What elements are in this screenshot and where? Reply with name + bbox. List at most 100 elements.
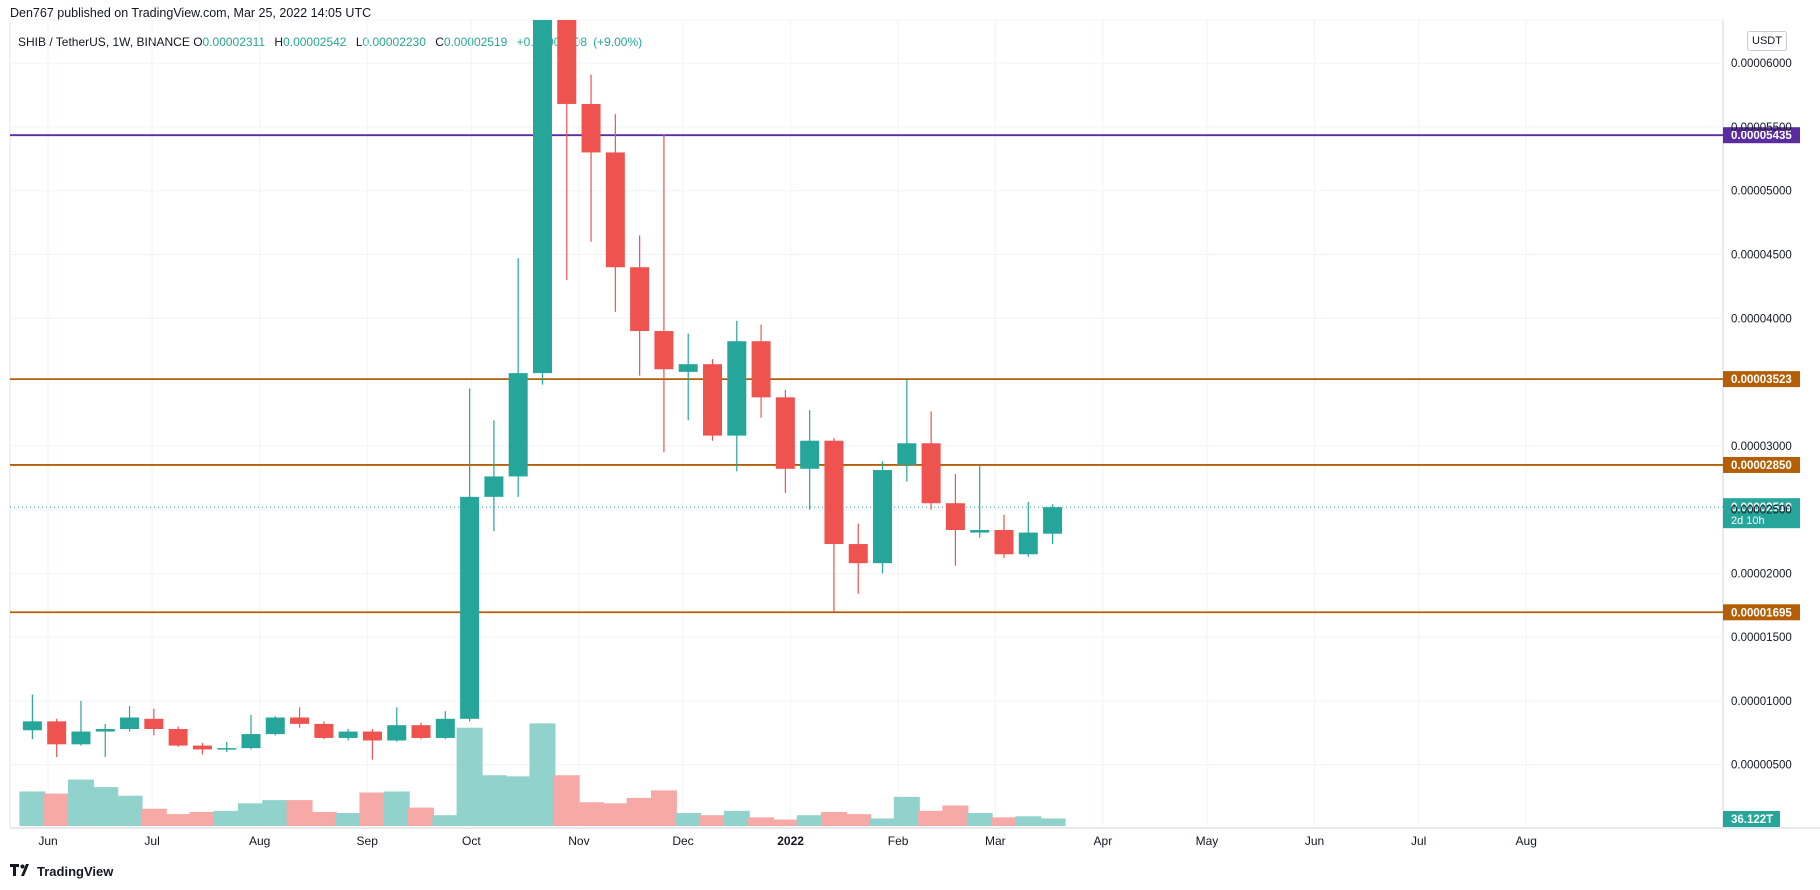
volume-value-label: 36.122T (1731, 814, 1773, 826)
candle-body (873, 470, 893, 564)
candle-body (22, 721, 42, 731)
candle-body (362, 731, 382, 741)
volume-bar (650, 790, 677, 826)
candle-body (168, 729, 188, 746)
price-tick-label: 0.00000500 (1731, 760, 1792, 772)
candle-body (435, 718, 455, 738)
volume-bar (869, 818, 896, 826)
volume-bar (845, 814, 872, 826)
candle-body (217, 748, 237, 750)
volume-bar (43, 793, 70, 826)
volume-bar (92, 787, 119, 826)
candle-body (824, 440, 844, 545)
time-tick-label: Sep (357, 834, 379, 848)
volume-bar (165, 814, 192, 826)
candle-body (1043, 507, 1063, 534)
low-value: 0.00002230 (362, 35, 426, 49)
volume-bars (19, 723, 1066, 826)
candle-body (630, 267, 650, 332)
price-tick-label: 0.00001000 (1731, 696, 1792, 708)
footer-brand[interactable]: TradingView (37, 864, 114, 879)
candle-body (848, 544, 868, 564)
current-price-badge (1723, 498, 1800, 529)
volume-bar (1015, 816, 1042, 826)
level-price-badge (1723, 456, 1800, 473)
change-value: +0.00000208 (516, 35, 588, 49)
volume-bar (286, 800, 313, 826)
level-price-label: 0.00005435 (1731, 130, 1792, 142)
time-tick-label: Jul (144, 834, 159, 848)
level-price-badge (1723, 127, 1800, 144)
price-tick-label: 0.00005500 (1731, 122, 1792, 134)
candle-body (994, 530, 1014, 555)
volume-bar (820, 811, 847, 826)
volume-bar (19, 791, 46, 826)
candle-body (581, 103, 601, 153)
candle-body (314, 723, 334, 738)
volume-bar (116, 795, 143, 826)
volume-bar (578, 802, 605, 826)
level-price-label: 0.00002850 (1731, 460, 1792, 472)
time-tick-label: Jun (38, 834, 57, 848)
candle-body (727, 341, 747, 436)
volume-bar (262, 800, 289, 826)
candle-body (338, 731, 358, 738)
time-tick-label: Nov (568, 834, 589, 848)
low-label: L (355, 35, 363, 49)
volume-bar (213, 810, 240, 826)
candle-body (678, 364, 698, 372)
grid-lines (9, 19, 1820, 829)
volume-bar (359, 792, 386, 826)
candle-body (800, 440, 820, 469)
price-tick-label: 0.00004500 (1731, 249, 1792, 261)
volume-bar (675, 813, 702, 826)
volume-bar (626, 797, 653, 826)
level-price-badge (1723, 604, 1800, 621)
time-tick-label: May (1196, 834, 1219, 848)
volume-bar (480, 775, 507, 826)
candle-body (460, 496, 480, 719)
time-tick-label: Dec (672, 834, 693, 848)
price-tick-label: 0.00002000 (1731, 568, 1792, 580)
level-price-label: 0.00001695 (1731, 607, 1792, 619)
volume-bar (189, 811, 216, 826)
volume-bar (335, 813, 362, 826)
volume-bar (553, 775, 580, 826)
open-value: 0.00002311 (202, 35, 266, 49)
volume-bar (67, 779, 94, 826)
volume-bar (893, 796, 920, 826)
volume-bar (772, 819, 799, 826)
currency-badge[interactable]: USDT (1747, 31, 1787, 51)
tradingview-logo-icon[interactable] (10, 864, 32, 879)
time-tick-label: Mar (985, 834, 1006, 848)
volume-bar (456, 727, 483, 826)
publisher-credit: Den767 published on TradingView.com, Mar… (10, 6, 372, 20)
candle-body (532, 20, 552, 374)
candle-body (95, 729, 115, 732)
candle-body (120, 717, 140, 730)
level-price-badge (1723, 371, 1800, 388)
candle-body (411, 725, 431, 738)
volume-bar (966, 813, 993, 826)
volume-bar (990, 817, 1017, 826)
volume-bar (408, 807, 435, 826)
open-label: O (193, 35, 203, 49)
volume-bar (723, 810, 750, 826)
price-tick-label: 0.00002500 (1731, 505, 1792, 517)
close-label: C (435, 35, 444, 49)
time-tick-label: Aug (249, 834, 270, 848)
volume-bar (942, 805, 969, 826)
price-tick-label: 0.00004000 (1731, 313, 1792, 325)
candle-body (241, 734, 261, 749)
candle-body (921, 443, 941, 504)
volume-bar (383, 791, 410, 826)
time-tick-label: Oct (462, 834, 481, 848)
volume-bar (602, 803, 629, 826)
candle-body (508, 373, 528, 477)
time-axis: Jun Jul Aug Sep Oct Nov Dec 2022 Feb Mar Apr May Jun… (38, 834, 1537, 848)
volume-bar (1039, 818, 1066, 826)
symbol-name[interactable]: SHIB / TetherUS, 1W, BINANCE (18, 35, 190, 49)
time-tick-label: 2022 (777, 834, 804, 848)
candle-body (751, 341, 771, 398)
